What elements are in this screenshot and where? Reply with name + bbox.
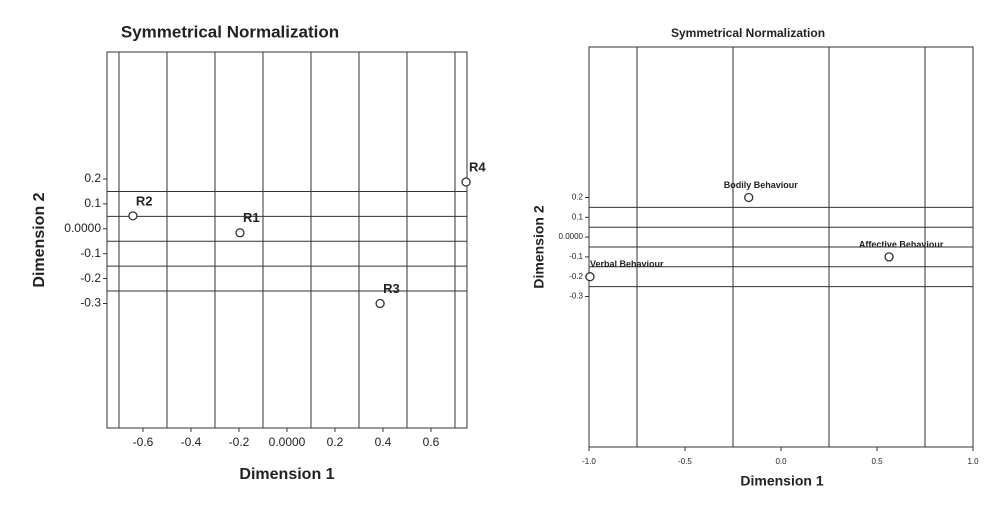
y-tick-label: 0.2	[572, 193, 584, 202]
x-tick-label: -1.0	[582, 457, 596, 466]
y-tick-label: 0.1	[84, 196, 101, 210]
y-axis-label: Dimension 2	[31, 192, 48, 287]
point-label: R2	[136, 193, 153, 208]
point	[128, 211, 138, 221]
x-axis-label: Dimension 1	[740, 473, 823, 489]
point	[884, 252, 894, 262]
y-tick-label: 0.1	[572, 212, 584, 221]
y-tick-label: -0.1	[569, 252, 583, 261]
chart-title: Symmetrical Normalization	[121, 22, 339, 41]
x-tick-label: 0.4	[375, 435, 392, 449]
y-tick-label: -0.1	[80, 246, 101, 260]
y-tick-label: -0.3	[80, 296, 101, 310]
point-label: Verbal Behaviour	[590, 259, 664, 269]
x-tick-label: -0.2	[229, 435, 250, 449]
point-label: R4	[469, 159, 486, 174]
point-label: R1	[243, 210, 260, 225]
x-axis-label: Dimension 1	[239, 466, 334, 483]
point	[375, 298, 385, 309]
y-tick-label: 0.0000	[559, 232, 584, 241]
chart-title: Symmetrical Normalization	[671, 26, 825, 40]
point-label: R3	[383, 281, 400, 296]
x-tick-label: -0.6	[133, 435, 154, 449]
point	[744, 192, 754, 203]
y-tick-label: -0.3	[569, 292, 583, 301]
point	[235, 228, 245, 238]
y-tick-label: -0.2	[80, 271, 101, 285]
y-tick-label: 0.0000	[64, 221, 101, 235]
x-tick-label: 0.0000	[269, 435, 306, 449]
plot-frame	[106, 51, 468, 429]
x-tick-label: 1.0	[967, 457, 979, 466]
point	[585, 272, 595, 282]
x-tick-label: -0.5	[678, 457, 692, 466]
point-label: Bodily Behaviour	[724, 180, 799, 190]
x-tick-label: 0.5	[871, 457, 883, 466]
point	[461, 177, 471, 187]
point-label: Affective Behaviour	[859, 239, 944, 249]
y-axis-label: Dimension 2	[531, 205, 547, 288]
y-tick-label: 0.2	[84, 171, 101, 185]
x-tick-label: 0.6	[423, 435, 440, 449]
y-tick-label: -0.2	[569, 272, 583, 281]
x-tick-label: 0.0	[775, 457, 787, 466]
x-tick-label: 0.2	[327, 435, 344, 449]
x-tick-label: -0.4	[181, 435, 202, 449]
